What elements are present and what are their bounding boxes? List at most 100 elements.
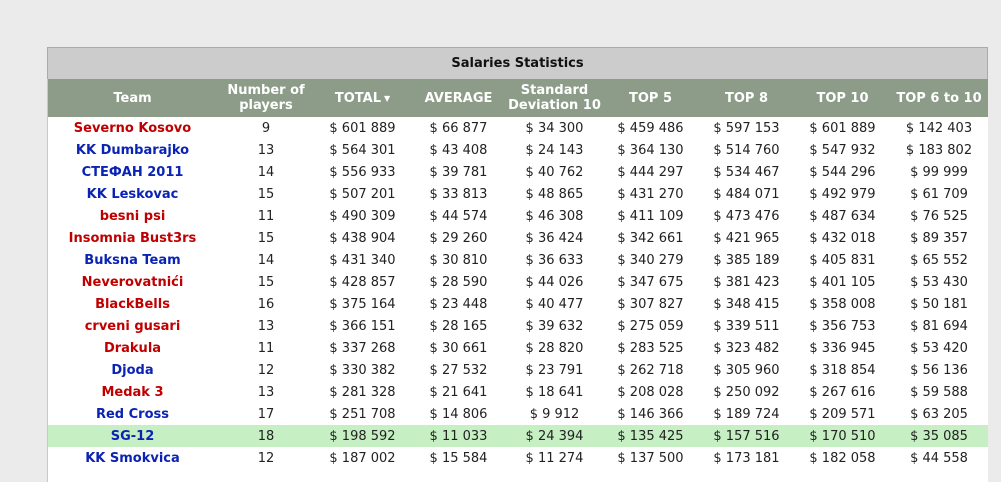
top5-cell: $ 275 059 xyxy=(617,318,684,334)
average-cell: $ 44 574 xyxy=(429,208,488,224)
top8-cell: $ 173 181 xyxy=(713,450,780,466)
players-cell: 12 xyxy=(257,450,275,466)
team-cell: Buksna Team xyxy=(48,249,218,271)
team-link[interactable]: Insomnia Bust3rs xyxy=(68,230,197,246)
average-cell: $ 29 260 xyxy=(429,230,488,246)
table-row: Djoda 12 $ 330 382 $ 27 532 $ 23 791 $ 262 71… xyxy=(48,359,988,381)
column-header-top-5[interactable]: TOP 5 xyxy=(602,79,699,117)
top5-cell: $ 459 486 xyxy=(617,120,684,136)
team-link[interactable]: Buksna Team xyxy=(84,252,181,268)
total-cell: $ 337 268 xyxy=(329,340,396,356)
top10-cell: $ 356 753 xyxy=(809,318,876,334)
column-header-total[interactable]: TOTAL ▼ xyxy=(314,79,411,117)
std-dev-cell: $ 18 641 xyxy=(525,384,584,400)
table-row: Severno Kosovo 9 $ 601 889 $ 66 877 $ 34 300… xyxy=(48,117,988,139)
average-cell: $ 28 165 xyxy=(429,318,488,334)
std-dev-cell: $ 40 762 xyxy=(525,164,584,180)
column-header-top-10[interactable]: TOP 10 xyxy=(794,79,891,117)
team-cell: KK Dumbarajko xyxy=(48,139,218,161)
top8-cell: $ 189 724 xyxy=(713,406,780,422)
table-row: Buksna Team 14 $ 431 340 $ 30 810 $ 36 633 $ … xyxy=(48,249,988,271)
column-header-average[interactable]: AVERAGE xyxy=(410,79,507,117)
team-cell: Red Cross xyxy=(48,403,218,425)
top5-cell: $ 444 297 xyxy=(617,164,684,180)
top10-cell: $ 318 854 xyxy=(809,362,876,378)
std-dev-cell: $ 39 632 xyxy=(525,318,584,334)
team-link[interactable]: besni psi xyxy=(99,208,166,224)
top8-cell: $ 514 760 xyxy=(713,142,780,158)
std-dev-cell: $ 28 820 xyxy=(525,340,584,356)
team-link[interactable]: Drakula xyxy=(103,340,162,356)
team-link[interactable]: Severno Kosovo xyxy=(73,120,192,136)
table-row: SG-12 18 $ 198 592 $ 11 033 $ 24 394 $ 135 42… xyxy=(47,425,988,447)
top5-cell: $ 283 525 xyxy=(617,340,684,356)
average-cell: $ 23 448 xyxy=(429,296,488,312)
top8-cell: $ 305 960 xyxy=(713,362,780,378)
std-dev-cell: $ 34 300 xyxy=(525,120,584,136)
table-row: Neverovatnići 15 $ 428 857 $ 28 590 $ 44 026… xyxy=(48,271,988,293)
top10-cell: $ 544 296 xyxy=(809,164,876,180)
team-link[interactable]: KK Leskovac xyxy=(86,186,179,202)
top10-cell: $ 432 018 xyxy=(809,230,876,246)
players-cell: 17 xyxy=(257,406,275,422)
team-link[interactable]: Red Cross xyxy=(95,406,170,422)
column-header-standard-deviation-10[interactable]: Standard Deviation 10 xyxy=(506,79,603,117)
players-cell: 12 xyxy=(257,362,275,378)
column-header-number-of-players[interactable]: Number of players xyxy=(217,79,315,117)
top10-cell: $ 267 616 xyxy=(809,384,876,400)
top8-cell: $ 473 476 xyxy=(713,208,780,224)
team-link[interactable]: SG-12 xyxy=(110,428,155,444)
team-cell: СТЕФАН 2011 xyxy=(48,161,218,183)
team-link[interactable]: Medak 3 xyxy=(101,384,164,400)
std-dev-cell: $ 36 633 xyxy=(525,252,584,268)
team-link[interactable]: crveni gusari xyxy=(84,318,181,334)
std-dev-cell: $ 24 143 xyxy=(525,142,584,158)
table-row: besni psi 11 $ 490 309 $ 44 574 $ 46 308 $ 41… xyxy=(48,205,988,227)
std-dev-cell: $ 9 912 xyxy=(529,406,580,422)
std-dev-cell: $ 23 791 xyxy=(525,362,584,378)
team-link[interactable]: BlackBells xyxy=(95,296,170,312)
team-link[interactable]: KK Smokvica xyxy=(85,450,180,466)
team-cell: BlackBells xyxy=(48,293,218,315)
team-link[interactable]: СТЕФАН 2011 xyxy=(81,164,184,180)
std-dev-cell: $ 24 394 xyxy=(506,425,603,447)
top6-to-10-cell: $ 65 552 xyxy=(910,252,968,268)
top5-cell: $ 208 028 xyxy=(617,384,684,400)
top8-cell: $ 421 965 xyxy=(713,230,780,246)
team-cell: Insomnia Bust3rs xyxy=(48,227,218,249)
table-title: Salaries Statistics xyxy=(46,47,989,79)
top8-cell: $ 157 516 xyxy=(698,425,795,447)
team-link[interactable]: Djoda xyxy=(111,362,154,378)
team-link[interactable]: KK Dumbarajko xyxy=(75,142,190,158)
top6-to-10-cell: $ 59 588 xyxy=(910,384,968,400)
column-header-top-6-to-10[interactable]: TOP 6 to 10 xyxy=(890,79,988,117)
average-cell: $ 28 590 xyxy=(429,274,488,290)
table-row: Medak 3 13 $ 281 328 $ 21 641 $ 18 641 $ 208 … xyxy=(48,381,988,403)
top10-cell: $ 358 008 xyxy=(809,296,876,312)
top10-cell: $ 182 058 xyxy=(809,450,876,466)
team-link[interactable]: Neverovatnići xyxy=(81,274,184,290)
top8-cell: $ 348 415 xyxy=(713,296,780,312)
top5-cell: $ 411 109 xyxy=(617,208,684,224)
top6-to-10-cell: $ 81 694 xyxy=(910,318,968,334)
column-header-team[interactable]: Team xyxy=(47,79,218,117)
team-cell: KK Leskovac xyxy=(48,183,218,205)
players-cell: 13 xyxy=(257,384,275,400)
total-cell: $ 251 708 xyxy=(329,406,396,422)
players-cell: 18 xyxy=(217,425,315,447)
top10-cell: $ 209 571 xyxy=(809,406,876,422)
std-dev-cell: $ 36 424 xyxy=(525,230,584,246)
total-cell: $ 366 151 xyxy=(329,318,396,334)
top8-cell: $ 385 189 xyxy=(713,252,780,268)
players-cell: 11 xyxy=(257,208,275,224)
team-cell: Severno Kosovo xyxy=(48,117,218,139)
std-dev-cell: $ 11 274 xyxy=(525,450,584,466)
total-cell: $ 375 164 xyxy=(329,296,396,312)
table-header-row: Team Number of players TOTAL ▼ AVERAGE St… xyxy=(47,79,988,117)
top8-cell: $ 597 153 xyxy=(713,120,780,136)
total-cell: $ 431 340 xyxy=(329,252,396,268)
team-cell: Djoda xyxy=(48,359,218,381)
top5-cell: $ 347 675 xyxy=(617,274,684,290)
column-header-top-8[interactable]: TOP 8 xyxy=(698,79,795,117)
players-cell: 9 xyxy=(261,120,271,136)
